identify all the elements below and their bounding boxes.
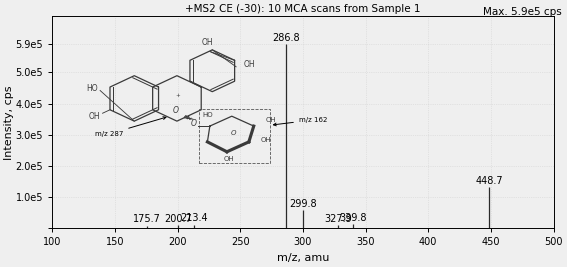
Text: m/z 162: m/z 162 xyxy=(273,117,327,126)
Text: OH: OH xyxy=(243,60,255,69)
Y-axis label: Intensity, cps: Intensity, cps xyxy=(4,85,14,160)
Text: OH: OH xyxy=(261,137,272,143)
Text: m/z 287: m/z 287 xyxy=(95,117,166,137)
Text: 327.9: 327.9 xyxy=(324,214,352,224)
Text: 200.7: 200.7 xyxy=(164,214,192,224)
Text: 299.8: 299.8 xyxy=(289,199,316,209)
Text: 175.7: 175.7 xyxy=(133,214,161,224)
Text: OH: OH xyxy=(266,117,277,123)
Title: +MS2 CE (-30): 10 MCA scans from Sample 1: +MS2 CE (-30): 10 MCA scans from Sample … xyxy=(185,4,421,14)
Text: 339.8: 339.8 xyxy=(339,213,366,223)
Bar xyxy=(199,109,269,163)
Text: HO: HO xyxy=(202,112,213,118)
Text: 448.7: 448.7 xyxy=(476,176,503,186)
Text: OH: OH xyxy=(202,38,213,48)
Text: Max. 5.9e5 cps: Max. 5.9e5 cps xyxy=(483,7,561,17)
Text: 213.4: 213.4 xyxy=(180,213,208,223)
Text: +: + xyxy=(176,93,180,98)
Text: HO: HO xyxy=(86,84,98,93)
Text: O: O xyxy=(191,119,197,128)
Text: OH: OH xyxy=(224,156,235,162)
X-axis label: m/z, amu: m/z, amu xyxy=(277,253,329,263)
Text: OH: OH xyxy=(88,112,100,121)
Text: 286.8: 286.8 xyxy=(273,33,300,43)
Text: O: O xyxy=(230,130,236,136)
Text: O: O xyxy=(173,107,179,115)
